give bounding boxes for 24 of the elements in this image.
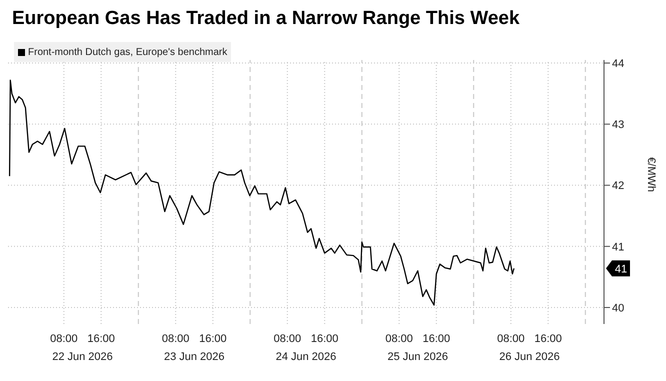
- x2-tick-label: 23 Jun 2026: [164, 351, 225, 363]
- x-tick-label: 16:00: [534, 333, 562, 345]
- x-tick-label: 08:00: [50, 333, 78, 345]
- x-tick-label: 16:00: [310, 333, 338, 345]
- y-tick-label: 43: [612, 119, 624, 132]
- x2-tick-label: 22 Jun 2026: [52, 351, 113, 363]
- x-tick-label: 08:00: [497, 333, 525, 345]
- x-tick-label: 08:00: [162, 333, 190, 345]
- x-tick-label: 16:00: [199, 333, 227, 345]
- y-tick-label: 42: [612, 180, 624, 192]
- y-tick-label: 44: [612, 58, 624, 70]
- x-tick-label: 16:00: [87, 333, 115, 345]
- line-series: [8, 80, 515, 306]
- x2-tick-label: 25 Jun 2026: [387, 351, 448, 363]
- legend-label: Front-month Dutch gas, Europe's benchmark: [28, 47, 228, 58]
- x2-tick-label: 26 Jun 2026: [499, 351, 560, 363]
- x-tick-label: 08:00: [385, 333, 413, 345]
- x2-tick-label: 24 Jun 2026: [276, 351, 336, 363]
- x-tick-label: 16:00: [422, 333, 450, 345]
- chart-title: European Gas Has Traded in a Narrow Range This Week: [12, 8, 521, 30]
- x-tick-label: 08:00: [274, 333, 302, 345]
- y-axis-title: €/MWh: [645, 157, 658, 192]
- y-tick-label: 41: [612, 241, 624, 254]
- y-tick-label: 40: [612, 302, 624, 314]
